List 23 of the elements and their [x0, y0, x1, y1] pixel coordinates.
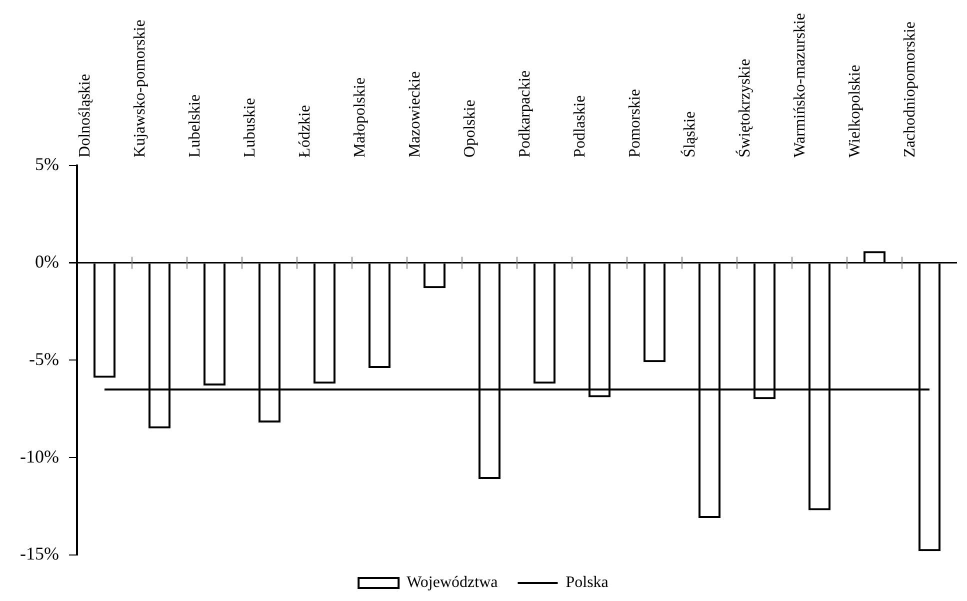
- x-tick-label: Lubelskie: [186, 94, 204, 158]
- x-tick-label: Lubuskie: [241, 98, 258, 158]
- y-tick-label: 0%: [34, 252, 59, 272]
- y-tick-label: 5%: [34, 154, 59, 174]
- y-tick-label: -10%: [20, 446, 59, 466]
- x-tick-label: Śląskie: [680, 111, 698, 158]
- x-tick-label: Świętokrzyskie: [736, 58, 754, 158]
- x-tick-label: Warmińsko-mazurskie: [792, 12, 808, 158]
- x-tick-label: Podkarpackie: [516, 70, 534, 158]
- y-tick-label: -5%: [28, 348, 59, 369]
- x-tick-label: Podlaskie: [572, 95, 588, 158]
- x-tick-label: Zachodniopomorskie: [902, 21, 919, 158]
- y-tick-label: -15%: [20, 544, 59, 564]
- x-tick-label: Małopolskie: [351, 77, 368, 158]
- x-tick-label: Łódzkie: [296, 105, 314, 158]
- x-tick-label: Opolskie: [461, 100, 478, 158]
- x-tick-label: Pomorskie: [626, 88, 644, 158]
- x-tick-label: Kujawsko-pomorskie: [131, 20, 148, 158]
- legend-label: Polska: [566, 574, 608, 592]
- legend-label: Województwa: [406, 574, 498, 592]
- x-tick-label: Mazowieckie: [406, 71, 424, 158]
- x-tick-label: Wielkopolskie: [846, 64, 864, 158]
- x-tick-label: Dolnośląskie: [76, 74, 94, 158]
